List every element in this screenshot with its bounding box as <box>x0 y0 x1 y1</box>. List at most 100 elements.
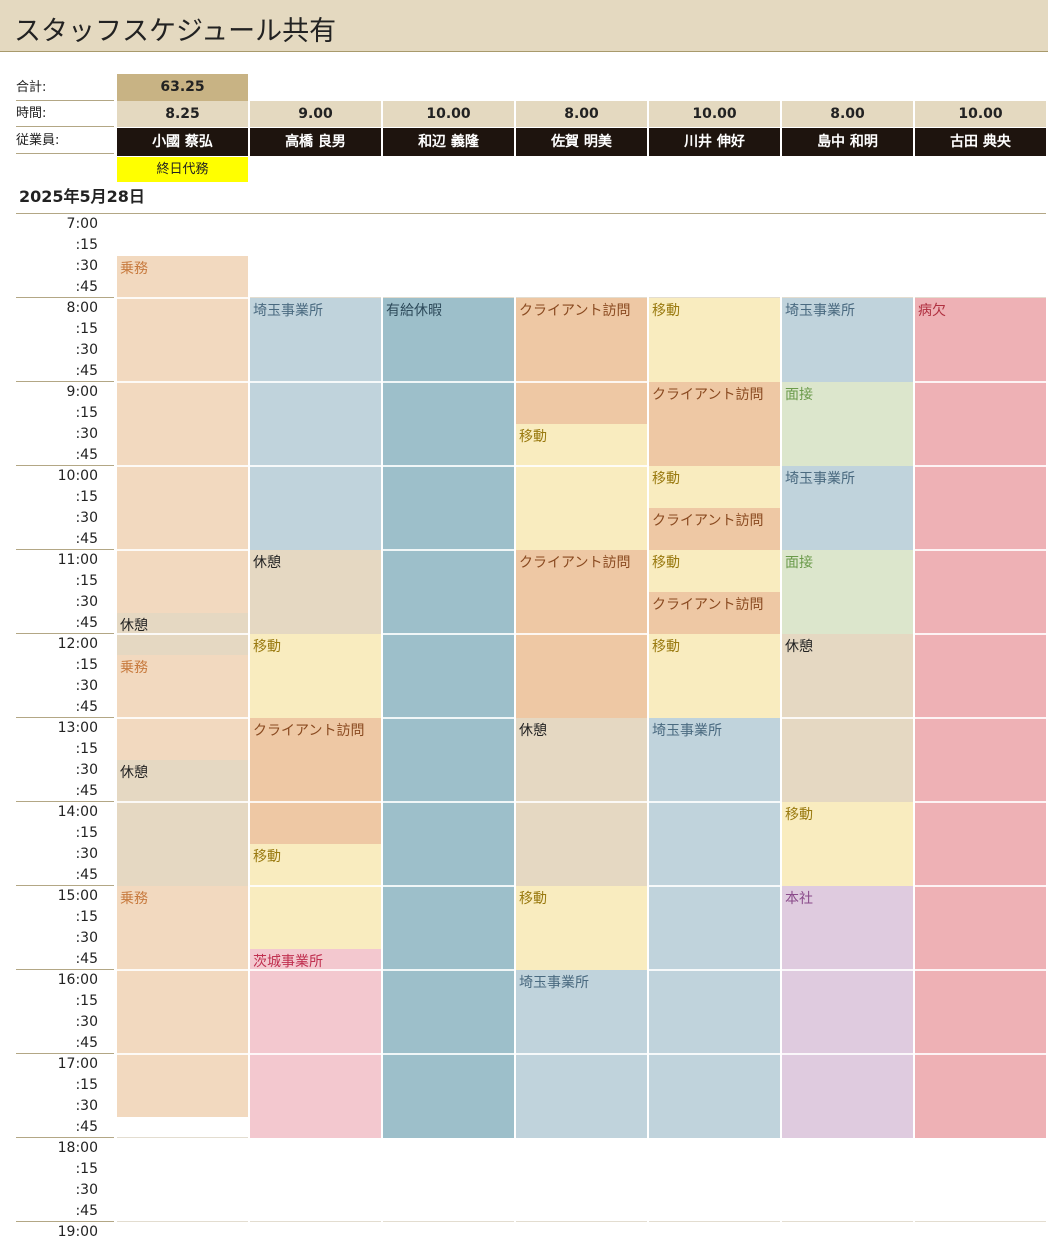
time-label: :15 <box>75 993 98 1009</box>
employee-name-cell[interactable]: 島中 和明 <box>782 128 913 156</box>
time-label: :15 <box>75 741 98 757</box>
time-label: 7:00 <box>66 216 98 232</box>
hour-gridline <box>117 1053 248 1055</box>
schedule-block[interactable]: 移動 <box>516 886 647 970</box>
schedule-block[interactable]: 面接 <box>782 382 913 466</box>
schedule-block[interactable]: 移動 <box>516 424 647 550</box>
hour-gridline <box>117 297 248 299</box>
hour-gridline <box>117 717 248 719</box>
time-label: 18:00 <box>57 1140 98 1156</box>
schedule-block[interactable]: 埼玉事業所 <box>649 718 780 1138</box>
schedule-block[interactable]: 移動 <box>649 298 780 382</box>
time-label: 15:00 <box>57 888 98 904</box>
schedule-block[interactable]: 面接 <box>782 550 913 634</box>
hours-cell[interactable]: 8.25 <box>117 101 248 127</box>
hour-gridline <box>782 717 913 719</box>
schedule-block[interactable]: 乗務 <box>117 256 248 613</box>
schedule-block[interactable]: 乗務 <box>117 886 248 1117</box>
time-label: :30 <box>75 426 98 442</box>
time-label: :45 <box>75 531 98 547</box>
time-label: :45 <box>75 279 98 295</box>
hours-cell[interactable]: 10.00 <box>649 101 780 127</box>
hour-gridline <box>250 1053 381 1055</box>
schedule-block[interactable]: 休憩 <box>250 550 381 634</box>
cell-divider <box>782 1221 913 1222</box>
hour-gridline <box>915 633 1046 635</box>
hours-cell[interactable]: 8.00 <box>782 101 913 127</box>
hour-gridline <box>915 465 1046 467</box>
schedule-date: 2025年5月28日 <box>19 187 145 206</box>
hours-cell[interactable]: 10.00 <box>915 101 1046 127</box>
hour-gridline <box>516 465 647 467</box>
cell-divider <box>117 1221 248 1222</box>
schedule-block[interactable]: 移動 <box>250 634 381 718</box>
hour-divider <box>16 549 114 550</box>
date-divider <box>16 213 1046 214</box>
schedule-block[interactable]: 移動 <box>782 802 913 886</box>
schedule-block[interactable]: 埼玉事業所 <box>250 298 381 550</box>
hour-gridline <box>250 801 381 803</box>
employee-name-cell[interactable]: 古田 典央 <box>915 128 1046 156</box>
hour-divider <box>16 1137 114 1138</box>
time-label: :30 <box>75 762 98 778</box>
employee-name-cell[interactable]: 和辺 義隆 <box>383 128 514 156</box>
schedule-block[interactable]: 移動 <box>649 466 780 508</box>
employee-name-cell[interactable]: 川井 伸好 <box>649 128 780 156</box>
time-label: 14:00 <box>57 804 98 820</box>
employee-name-cell[interactable]: 高橋 良男 <box>250 128 381 156</box>
hour-gridline <box>250 885 381 887</box>
hour-gridline <box>117 381 248 383</box>
employee-name-cell[interactable]: 小國 蔡弘 <box>117 128 248 156</box>
hour-gridline <box>117 633 248 635</box>
hours-cell[interactable]: 10.00 <box>383 101 514 127</box>
schedule-block[interactable]: クライアント訪問 <box>649 382 780 466</box>
schedule-block[interactable]: クライアント訪問 <box>649 592 780 634</box>
time-label: 10:00 <box>57 468 98 484</box>
schedule-block[interactable]: 本社 <box>782 886 913 1138</box>
time-label: :15 <box>75 1077 98 1093</box>
employee-name-cell[interactable]: 佐賀 明美 <box>516 128 647 156</box>
total-hours-value[interactable]: 63.25 <box>117 74 248 101</box>
hour-divider <box>16 381 114 382</box>
schedule-block[interactable]: 移動 <box>649 550 780 592</box>
schedule-block[interactable]: 移動 <box>649 634 780 718</box>
schedule-block[interactable]: 茨城事業所 <box>250 949 381 1138</box>
hour-divider <box>16 297 114 298</box>
cell-divider <box>915 297 1046 298</box>
schedule-block[interactable]: 休憩 <box>117 760 248 886</box>
cell-divider <box>915 1221 1046 1222</box>
time-label: :45 <box>75 867 98 883</box>
hours-cell[interactable]: 8.00 <box>516 101 647 127</box>
time-label: :15 <box>75 573 98 589</box>
time-label: 17:00 <box>57 1056 98 1072</box>
hour-divider <box>16 717 114 718</box>
time-label: :15 <box>75 1161 98 1177</box>
hours-cell[interactable]: 9.00 <box>250 101 381 127</box>
cell-divider <box>250 1221 381 1222</box>
time-label: :15 <box>75 909 98 925</box>
schedule-block[interactable]: 乗務 <box>117 655 248 760</box>
hour-gridline <box>915 885 1046 887</box>
all-day-note[interactable]: 終日代務 <box>117 157 248 182</box>
schedule-block[interactable]: クライアント訪問 <box>649 508 780 550</box>
schedule-block[interactable]: クライアント訪問 <box>250 718 381 844</box>
hour-gridline <box>117 801 248 803</box>
cell-divider <box>516 297 647 298</box>
hour-divider <box>16 969 114 970</box>
cell-divider <box>250 297 381 298</box>
schedule-block[interactable]: 埼玉事業所 <box>782 466 913 550</box>
time-label: :45 <box>75 615 98 631</box>
time-label: :15 <box>75 321 98 337</box>
schedule-block[interactable]: クライアント訪問 <box>516 298 647 424</box>
cell-divider <box>649 1221 780 1222</box>
hours-label: 時間: <box>16 101 114 127</box>
time-label: :45 <box>75 447 98 463</box>
hour-divider <box>16 801 114 802</box>
hour-divider <box>16 465 114 466</box>
hour-gridline <box>516 381 647 383</box>
schedule-block[interactable]: 移動 <box>250 844 381 949</box>
time-label: :15 <box>75 489 98 505</box>
schedule-block[interactable]: 埼玉事業所 <box>782 298 913 382</box>
time-label: 13:00 <box>57 720 98 736</box>
hour-gridline <box>516 801 647 803</box>
